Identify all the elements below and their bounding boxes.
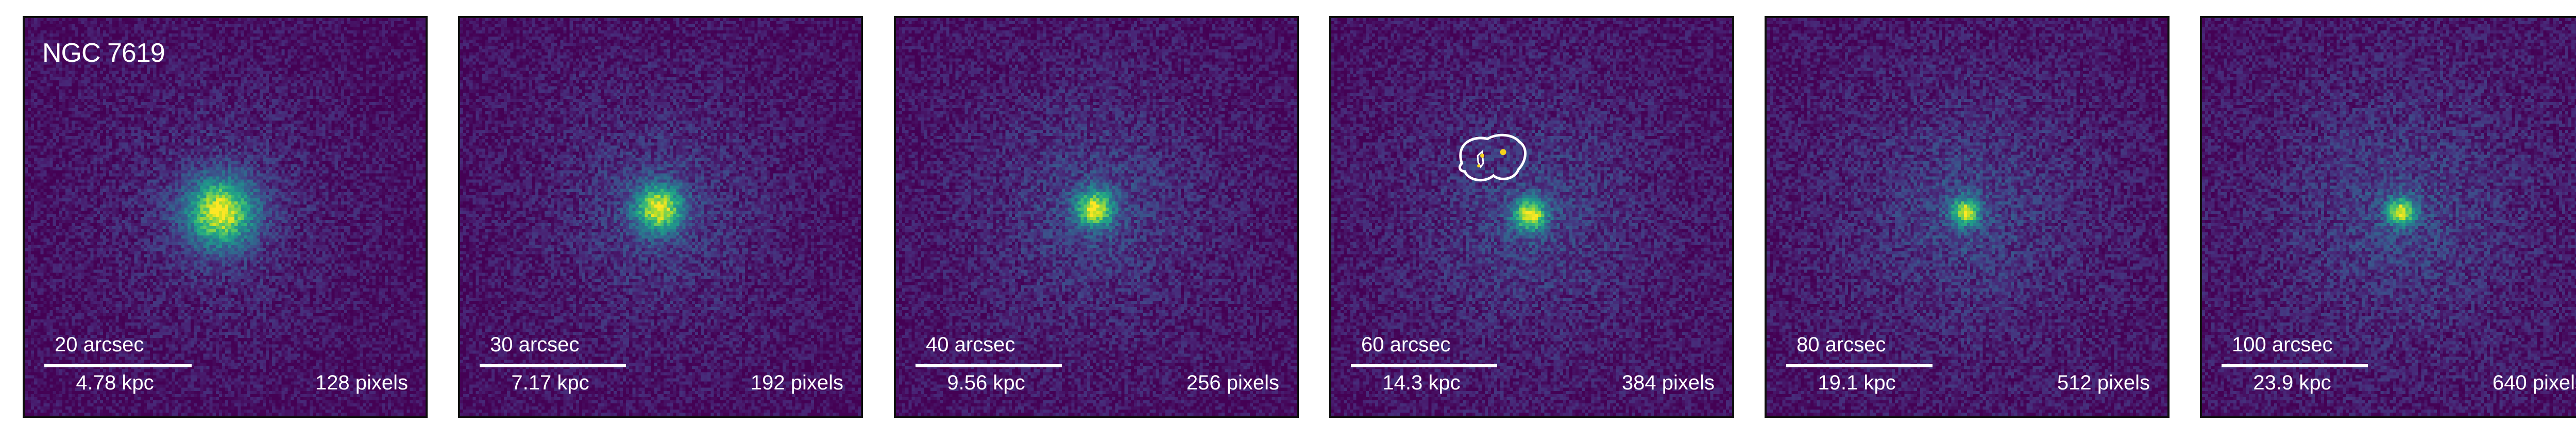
xray-image-3: [896, 18, 1297, 416]
arcsec-scale-label: 100 arcsec: [2232, 333, 2333, 356]
scale-bar: [1351, 364, 1497, 367]
kpc-scale-label: 4.78 kpc: [76, 371, 154, 394]
image-panel-4: 60 arcsec 14.3 kpc 384 pixels: [1329, 16, 1734, 418]
xray-image-2: [460, 18, 861, 416]
xray-image-5: [1767, 18, 2167, 416]
pixel-size-label: 512 pixels: [2057, 371, 2150, 394]
xray-image-6: [2202, 18, 2576, 416]
arcsec-scale-label: 40 arcsec: [926, 333, 1015, 356]
scale-bar: [44, 364, 192, 367]
scale-bar: [1786, 364, 1933, 367]
kpc-scale-label: 9.56 kpc: [947, 371, 1025, 394]
xray-image-4: [1331, 18, 1732, 416]
pixel-size-label: 128 pixels: [315, 371, 408, 394]
scale-bar: [916, 364, 1062, 367]
point-marker: [1480, 154, 1484, 158]
pixel-size-label: 384 pixels: [1621, 371, 1715, 394]
point-marker: [1500, 149, 1506, 156]
contour-overlay: [1459, 133, 1527, 182]
object-name-label: NGC 7619: [42, 38, 165, 68]
arcsec-scale-label: 20 arcsec: [55, 333, 144, 356]
pixel-size-label: 640 pixels: [2492, 371, 2576, 394]
contour-line: [1477, 150, 1484, 168]
xray-image-1: [25, 18, 426, 416]
kpc-scale-label: 19.1 kpc: [1818, 371, 1896, 394]
arcsec-scale-label: 30 arcsec: [490, 333, 580, 356]
image-panel-5: 80 arcsec 19.1 kpc 512 pixels: [1765, 16, 2170, 418]
pixel-size-label: 192 pixels: [750, 371, 843, 394]
kpc-scale-label: 14.3 kpc: [1382, 371, 1461, 394]
arcsec-scale-label: 60 arcsec: [1361, 333, 1451, 356]
contour-line: [1459, 133, 1527, 182]
pixel-size-label: 256 pixels: [1186, 371, 1279, 394]
scale-bar: [480, 364, 626, 367]
image-panel-6: 100 arcsec 23.9 kpc 640 pixels: [2200, 16, 2576, 418]
image-panel-2: 30 arcsec 7.17 kpc 192 pixels: [458, 16, 863, 418]
arcsec-scale-label: 80 arcsec: [1797, 333, 1886, 356]
image-panel-3: 40 arcsec 9.56 kpc 256 pixels: [894, 16, 1299, 418]
point-marker: [1477, 164, 1481, 167]
scale-bar: [2222, 364, 2368, 367]
kpc-scale-label: 7.17 kpc: [511, 371, 589, 394]
kpc-scale-label: 23.9 kpc: [2253, 371, 2331, 394]
image-panel-1: NGC 7619 20 arcsec 4.78 kpc 128 pixels: [23, 16, 428, 418]
